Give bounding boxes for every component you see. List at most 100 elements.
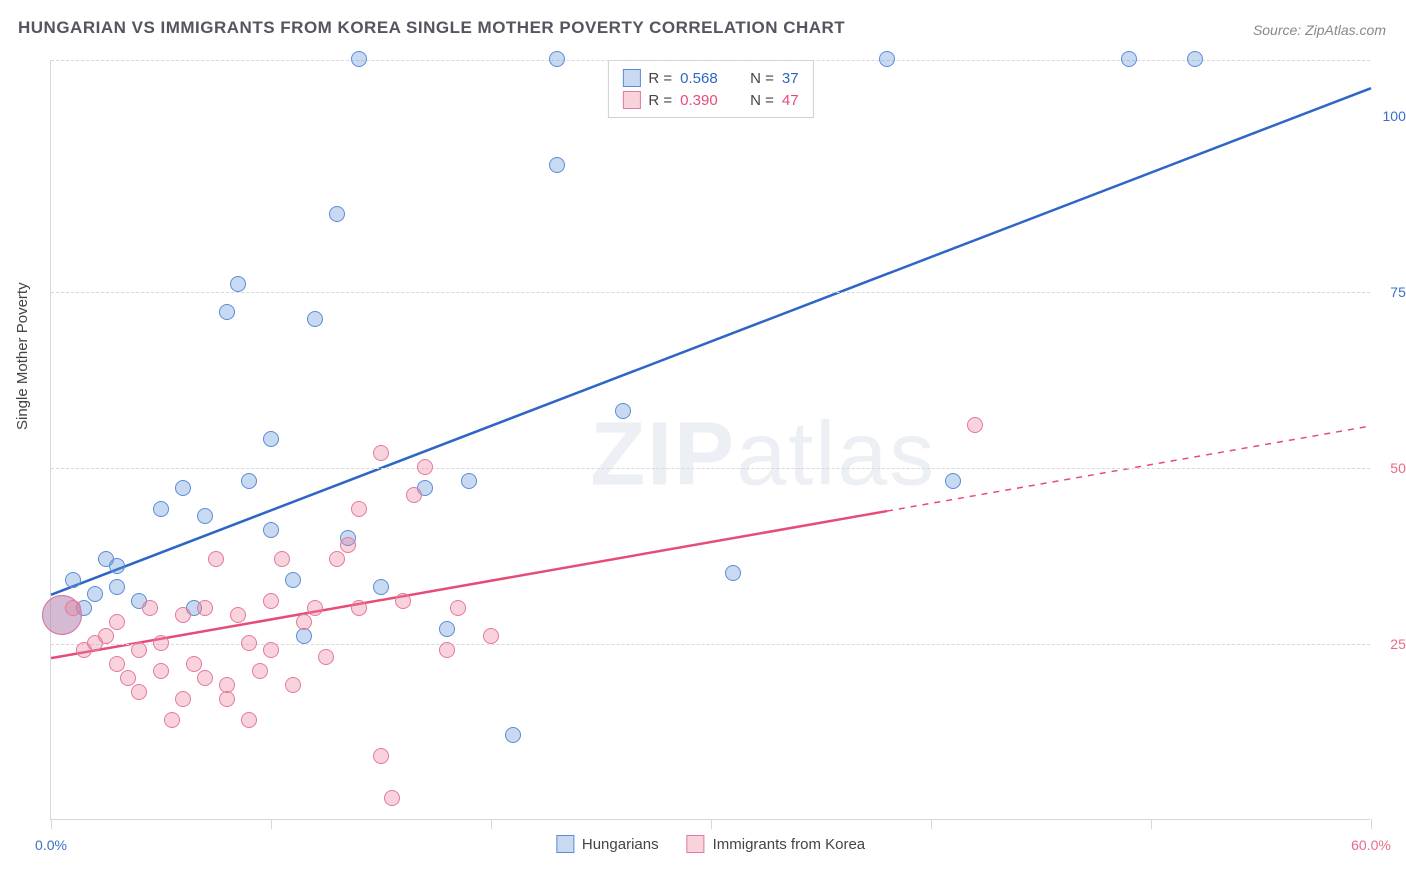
data-point — [417, 459, 433, 475]
data-point — [219, 691, 235, 707]
data-point — [351, 501, 367, 517]
data-point — [373, 748, 389, 764]
data-point — [307, 600, 323, 616]
x-tick — [491, 819, 492, 829]
data-point — [373, 445, 389, 461]
data-point — [307, 311, 323, 327]
data-point — [285, 677, 301, 693]
stats-legend-row: R = 0.568 N = 37 — [622, 67, 798, 89]
data-point — [197, 670, 213, 686]
stat-n-value: 47 — [782, 92, 799, 109]
gridline — [51, 60, 1370, 61]
stat-r-value: 0.390 — [680, 92, 732, 109]
data-point — [142, 600, 158, 616]
data-point — [1187, 51, 1203, 67]
x-tick — [271, 819, 272, 829]
stat-n-label: N = — [750, 92, 774, 109]
data-point — [351, 600, 367, 616]
chart-title: HUNGARIAN VS IMMIGRANTS FROM KOREA SINGL… — [18, 18, 845, 38]
legend-swatch — [556, 835, 574, 853]
data-point — [241, 473, 257, 489]
data-point — [131, 642, 147, 658]
data-point — [65, 600, 81, 616]
data-point — [186, 656, 202, 672]
data-point — [263, 431, 279, 447]
data-point — [296, 614, 312, 630]
data-point — [450, 600, 466, 616]
data-point — [483, 628, 499, 644]
data-point — [109, 614, 125, 630]
data-point — [263, 522, 279, 538]
data-point — [461, 473, 477, 489]
data-point — [285, 572, 301, 588]
data-point — [87, 586, 103, 602]
stat-n-label: N = — [750, 70, 774, 87]
data-point — [274, 551, 290, 567]
data-point — [406, 487, 422, 503]
legend-item: Hungarians — [556, 835, 659, 853]
y-tick-label: 25.0% — [1375, 636, 1406, 652]
data-point — [197, 508, 213, 524]
data-point — [230, 276, 246, 292]
y-tick-label: 100.0% — [1375, 108, 1406, 124]
data-point — [318, 649, 334, 665]
data-point — [153, 663, 169, 679]
data-point — [373, 579, 389, 595]
data-point — [384, 790, 400, 806]
data-point — [175, 607, 191, 623]
legend-label: Immigrants from Korea — [713, 836, 866, 853]
data-point — [98, 628, 114, 644]
legend-label: Hungarians — [582, 836, 659, 853]
stat-r-label: R = — [648, 70, 672, 87]
data-point — [549, 51, 565, 67]
data-point — [164, 712, 180, 728]
data-point — [967, 417, 983, 433]
data-point — [153, 635, 169, 651]
data-point — [131, 684, 147, 700]
data-point — [109, 579, 125, 595]
data-point — [109, 558, 125, 574]
gridline — [51, 468, 1370, 469]
data-point — [109, 656, 125, 672]
source-label: Source: ZipAtlas.com — [1253, 22, 1386, 38]
stats-legend-row: R = 0.390 N = 47 — [622, 89, 798, 111]
data-point — [263, 642, 279, 658]
data-point — [549, 157, 565, 173]
legend-swatch — [622, 91, 640, 109]
stat-n-value: 37 — [782, 70, 799, 87]
stats-legend: R = 0.568 N = 37 R = 0.390 N = 47 — [607, 60, 813, 118]
y-axis-title: Single Mother Poverty — [14, 282, 31, 430]
data-point — [1121, 51, 1137, 67]
data-point — [241, 712, 257, 728]
x-tick — [51, 819, 52, 829]
data-point — [340, 537, 356, 553]
legend-swatch — [622, 69, 640, 87]
y-tick-label: 75.0% — [1375, 284, 1406, 300]
series-legend: Hungarians Immigrants from Korea — [556, 835, 865, 853]
x-tick — [1371, 819, 1372, 829]
data-point — [351, 51, 367, 67]
stat-r-label: R = — [648, 92, 672, 109]
x-tick — [931, 819, 932, 829]
y-tick-label: 50.0% — [1375, 460, 1406, 476]
x-tick — [1151, 819, 1152, 829]
data-point — [329, 206, 345, 222]
data-point — [197, 600, 213, 616]
trend-lines — [51, 60, 1370, 819]
data-point — [329, 551, 345, 567]
gridline — [51, 292, 1370, 293]
data-point — [263, 593, 279, 609]
x-tick-label: 0.0% — [35, 837, 67, 853]
stat-r-value: 0.568 — [680, 70, 732, 87]
legend-item: Immigrants from Korea — [687, 835, 866, 853]
data-point — [230, 607, 246, 623]
data-point — [505, 727, 521, 743]
data-point — [395, 593, 411, 609]
data-point — [153, 501, 169, 517]
legend-swatch — [687, 835, 705, 853]
data-point — [879, 51, 895, 67]
x-tick — [711, 819, 712, 829]
data-point — [175, 480, 191, 496]
data-point — [725, 565, 741, 581]
data-point — [439, 621, 455, 637]
